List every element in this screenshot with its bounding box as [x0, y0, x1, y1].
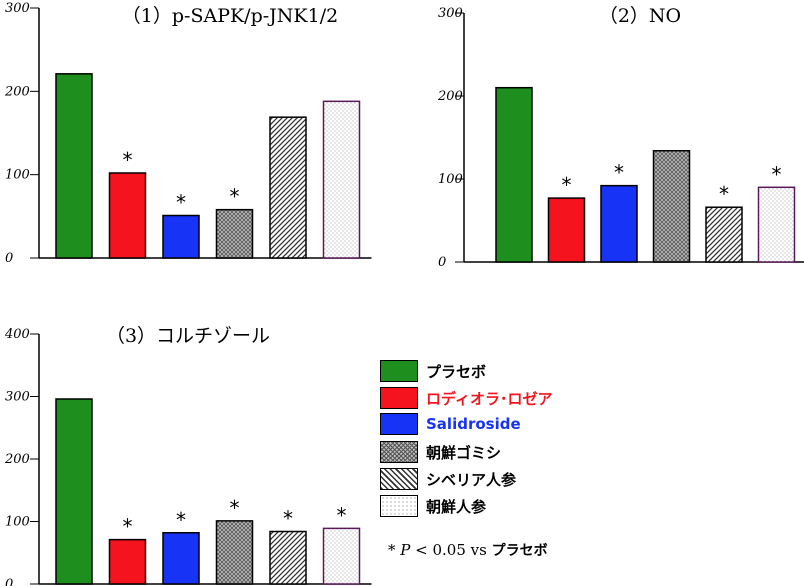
- legend-item-korean-ginseng: 朝鮮人参: [380, 493, 486, 519]
- legend-label-siberian-ginseng: シベリア人参: [426, 470, 517, 489]
- bar-rhodiola: [108, 172, 147, 259]
- significance-star: *: [230, 185, 240, 209]
- y-tick-label: 100: [5, 515, 30, 530]
- significance-star: *: [562, 173, 572, 197]
- y-tick-label: 300: [438, 6, 463, 21]
- legend-label-schisandra: 朝鮮ゴミシ: [426, 443, 502, 462]
- chart-panel-sapk: （1）p-SAPK/p-JNK1/2 0 100 200 300 * * *: [4, 1, 372, 266]
- bar-siberian-ginseng: [705, 206, 743, 263]
- legend-item-schisandra: 朝鮮ゴミシ: [380, 439, 501, 465]
- bar-salidroside: [162, 214, 200, 259]
- legend-item-rhodiola: ロディオラ･ロゼア: [380, 385, 552, 411]
- y-tick-label: 400: [4, 327, 30, 342]
- note-reference: プラセボ: [491, 543, 548, 559]
- significance-star: *: [283, 507, 293, 531]
- legend-label-rhodiola: ロディオラ･ロゼア: [426, 389, 553, 408]
- y-tick-label: 100: [438, 172, 463, 187]
- bar-rhodiola: [108, 538, 147, 585]
- bar-schisandra: [215, 520, 254, 585]
- chart-title: （1）p-SAPK/p-JNK1/2: [122, 5, 338, 27]
- legend-item-salidroside: Salidroside: [380, 411, 521, 437]
- legend-label-placebo: プラセボ: [426, 362, 487, 381]
- y-tick-label: 0: [438, 255, 446, 270]
- bar-placebo: [55, 73, 93, 259]
- legend-item-siberian-ginseng: シベリア人参: [380, 466, 516, 492]
- y-tick-label: 0: [5, 251, 13, 266]
- significance-star: *: [614, 161, 624, 185]
- significance-note: * P < 0.05 vs プラセボ: [388, 540, 548, 560]
- legend-swatch-placebo: [380, 360, 418, 382]
- legend-label-salidroside: Salidroside: [426, 415, 521, 433]
- note-p: P: [400, 541, 411, 559]
- legend-swatch-schisandra: [380, 441, 418, 463]
- bar-placebo: [55, 398, 93, 585]
- legend-swatch-rhodiola: [380, 387, 418, 409]
- legend-swatch-siberian-ginseng: [380, 468, 418, 490]
- chart-title: （2）NO: [599, 5, 681, 27]
- y-tick-label: 200: [4, 452, 30, 467]
- legend-swatch-korean-ginseng: [380, 495, 418, 517]
- chart-title: （3）コルチゾール: [106, 325, 270, 347]
- bar-korean-ginseng: [322, 100, 361, 259]
- significance-star: *: [772, 162, 782, 186]
- y-tick-label: 300: [5, 390, 30, 405]
- bar-schisandra: [215, 208, 254, 259]
- chart-panel-no: （2）NO 0 100 200 300 * * * *: [437, 5, 804, 270]
- y-tick-label: 300: [5, 1, 30, 16]
- bar-siberian-ginseng: [269, 530, 307, 585]
- significance-star: *: [123, 148, 133, 172]
- bar-placebo: [495, 86, 533, 263]
- y-tick-label: 200: [4, 84, 30, 99]
- bar-salidroside: [600, 184, 638, 263]
- note-star: *: [388, 541, 401, 559]
- chart-panel-cortisol: （3）コルチゾール 0 100 200 300 400 * * * * *: [4, 325, 372, 586]
- legend-label-korean-ginseng: 朝鮮人参: [426, 497, 487, 516]
- bar-salidroside: [162, 532, 200, 585]
- y-tick-label: 100: [5, 168, 30, 183]
- bar-siberian-ginseng: [269, 116, 307, 259]
- y-tick-label: 0: [5, 577, 13, 586]
- bar-korean-ginseng: [322, 527, 361, 585]
- legend-swatch-salidroside: [380, 413, 418, 435]
- y-tick-label: 200: [437, 89, 463, 104]
- significance-star: *: [337, 503, 347, 527]
- bar-rhodiola: [547, 197, 586, 263]
- note-condition: < 0.05 vs: [410, 541, 492, 559]
- significance-star: *: [176, 191, 186, 215]
- significance-star: *: [123, 515, 133, 539]
- significance-star: *: [230, 496, 240, 520]
- bar-schisandra: [652, 150, 691, 263]
- significance-star: *: [719, 182, 729, 206]
- legend-item-placebo: プラセボ: [380, 358, 486, 384]
- significance-star: *: [176, 508, 186, 532]
- bar-korean-ginseng: [757, 186, 796, 263]
